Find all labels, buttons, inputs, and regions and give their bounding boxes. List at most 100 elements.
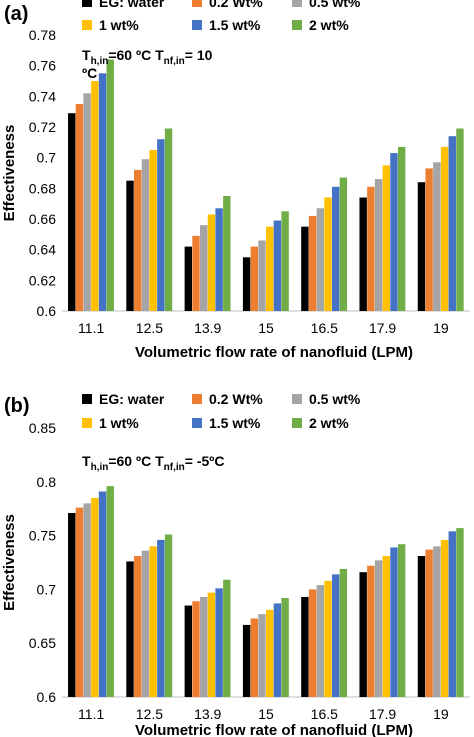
series-5 [106, 486, 464, 697]
condition-pre: T [82, 453, 91, 469]
bar [425, 168, 433, 311]
legend: EG: water 0.2 Wt% 0.5 wt% 1 wt% 1.5 wt% 2 wt% [82, 391, 361, 431]
bar [339, 568, 348, 697]
legend-swatch [192, 394, 202, 404]
legend-item: 0.2 Wt% [192, 391, 263, 407]
bar [374, 560, 383, 697]
bar [98, 491, 107, 697]
x-tick-label: 12.5 [136, 706, 163, 722]
bar [273, 603, 282, 697]
y-tick-label: 0.68 [29, 180, 56, 196]
bar [75, 507, 84, 697]
x-tick-label: 19 [433, 706, 449, 722]
bar [448, 531, 456, 697]
bar [134, 169, 142, 311]
series-2 [83, 93, 441, 312]
bar [316, 208, 324, 311]
x-tick-label: 16.5 [311, 706, 338, 722]
legend-label: 0.2 Wt% [209, 0, 263, 10]
legend-swatch [292, 394, 302, 404]
legend-swatch [82, 0, 92, 7]
x-tick-label: 13.9 [194, 706, 221, 722]
legend-item: 0.2 Wt% [192, 0, 263, 10]
bar [382, 556, 390, 697]
bar [223, 579, 231, 697]
bar [331, 186, 340, 311]
y-axis-title: Effectiveness [1, 125, 18, 222]
y-tick-label: 0.65 [29, 635, 56, 651]
bar [359, 197, 367, 311]
legend-label: 1.5 wt% [209, 415, 261, 431]
y-tick-label: 0.7 [37, 150, 57, 166]
series-5 [106, 59, 464, 311]
y-tick-label: 0.75 [29, 528, 56, 544]
legend-label: 0.5 wt% [309, 391, 361, 407]
legend-swatch [82, 20, 92, 30]
bar [258, 240, 266, 311]
bar [433, 546, 441, 697]
bar [397, 544, 406, 697]
bar [149, 150, 157, 311]
x-tick-label: 16.5 [311, 320, 338, 336]
x-tick-label: 11.1 [78, 706, 104, 722]
legend-label: EG: water [99, 391, 165, 407]
legend-label: 2 wt% [309, 17, 349, 33]
condition-pre: T [82, 47, 91, 63]
x-tick-label: 12.5 [136, 320, 163, 336]
y-tick-labels: 0.6 0.65 0.7 0.75 0.8 0.85 [29, 420, 56, 705]
legend-label: 1 wt% [99, 17, 139, 33]
bar [91, 81, 99, 311]
x-tick-labels: 11.1 12.5 13.9 15 16.5 17.9 19 [78, 706, 449, 722]
x-tick-label: 17.9 [369, 706, 396, 722]
x-tick-label: 19 [433, 320, 449, 336]
bar [192, 601, 200, 697]
x-tick-label: 15 [258, 320, 274, 336]
series-1 [75, 507, 433, 697]
y-tick-label: 0.66 [29, 211, 56, 227]
series-0 [68, 513, 426, 697]
panel-label: (b) [4, 395, 30, 417]
y-tick-label: 0.64 [29, 242, 56, 258]
legend-label: EG: water [99, 0, 165, 10]
bar [68, 113, 76, 311]
y-tick-label: 0.7 [37, 581, 57, 597]
condition-sub2: nf,in [164, 462, 185, 473]
bar [456, 128, 464, 311]
bar [359, 572, 367, 697]
condition-mid: =60 ºC T [108, 453, 164, 469]
y-tick-label: 0.72 [29, 119, 56, 135]
legend-item: 2 wt% [292, 17, 349, 33]
legend-item: 1 wt% [82, 17, 139, 33]
condition-annotation: Th,in=60 ºC Tnf,in= -5ºC [82, 453, 225, 473]
x-axis-title: Volumetric flow rate of nanofluid (LPM) [135, 722, 413, 737]
chart-panel-a: (a) 0.6 0.62 0.64 0.66 0.68 0.7 0.72 0.74 0.76 0.7… [1, 0, 470, 361]
legend-swatch [192, 20, 202, 30]
panel-label: (a) [4, 3, 28, 25]
condition-text-line2: ºC [82, 65, 97, 81]
legend-swatch [82, 418, 92, 428]
bar [250, 246, 258, 311]
bar [207, 214, 216, 311]
bar [83, 503, 91, 697]
series-0 [68, 113, 426, 311]
legend-label: 1 wt% [99, 415, 139, 431]
x-tick-label: 13.9 [194, 320, 221, 336]
bar [324, 197, 332, 311]
bar [456, 528, 464, 697]
condition-sub1: h,in [91, 462, 109, 473]
bar [308, 215, 317, 311]
bar [126, 561, 134, 697]
bar [390, 547, 398, 697]
bar [331, 574, 340, 697]
bar [258, 614, 266, 697]
x-tick-label: 11.1 [78, 320, 104, 336]
bar [281, 598, 289, 697]
x-tick-labels: 11.1 12.5 13.9 15 16.5 17.9 19 [78, 320, 449, 336]
y-tick-label: 0.6 [37, 689, 57, 705]
bar [266, 226, 274, 311]
bar [242, 257, 251, 311]
bar [184, 246, 193, 311]
y-tick-label: 0.62 [29, 272, 56, 288]
bar [164, 128, 173, 311]
bar [149, 546, 157, 697]
